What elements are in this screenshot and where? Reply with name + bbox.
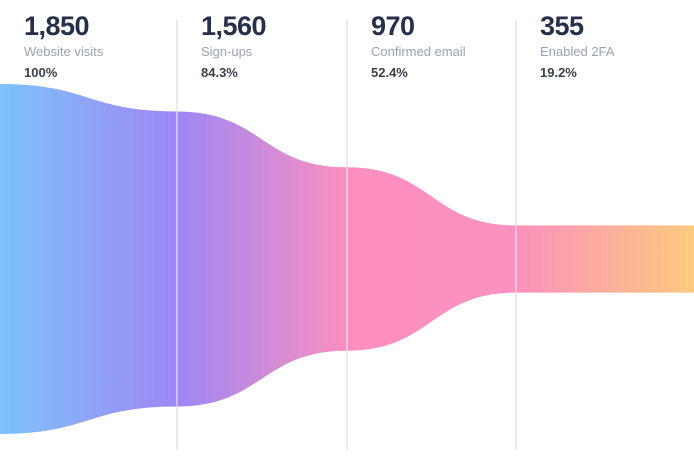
stage-value: 970 bbox=[371, 11, 415, 41]
stage-value: 1,850 bbox=[24, 11, 90, 41]
stage-percent: 52.4% bbox=[371, 65, 408, 80]
funnel-stage-header: 355 Enabled 2FA 19.2% bbox=[540, 10, 614, 81]
stage-label: Website visits bbox=[24, 44, 104, 59]
stage-label: Enabled 2FA bbox=[540, 44, 615, 59]
funnel-stage-header: 1,560 Sign-ups 84.3% bbox=[201, 10, 267, 81]
funnel-stage-header: 970 Confirmed email 52.4% bbox=[371, 10, 466, 81]
stage-label: Sign-ups bbox=[201, 44, 253, 59]
stage-value: 355 bbox=[540, 11, 584, 41]
funnel-stage-header: 1,850 Website visits 100% bbox=[24, 10, 103, 81]
stage-percent: 84.3% bbox=[201, 65, 238, 80]
stage-percent: 100% bbox=[24, 65, 58, 80]
stage-value: 1,560 bbox=[201, 11, 267, 41]
stage-label: Confirmed email bbox=[371, 44, 466, 59]
stage-percent: 19.2% bbox=[540, 65, 577, 80]
